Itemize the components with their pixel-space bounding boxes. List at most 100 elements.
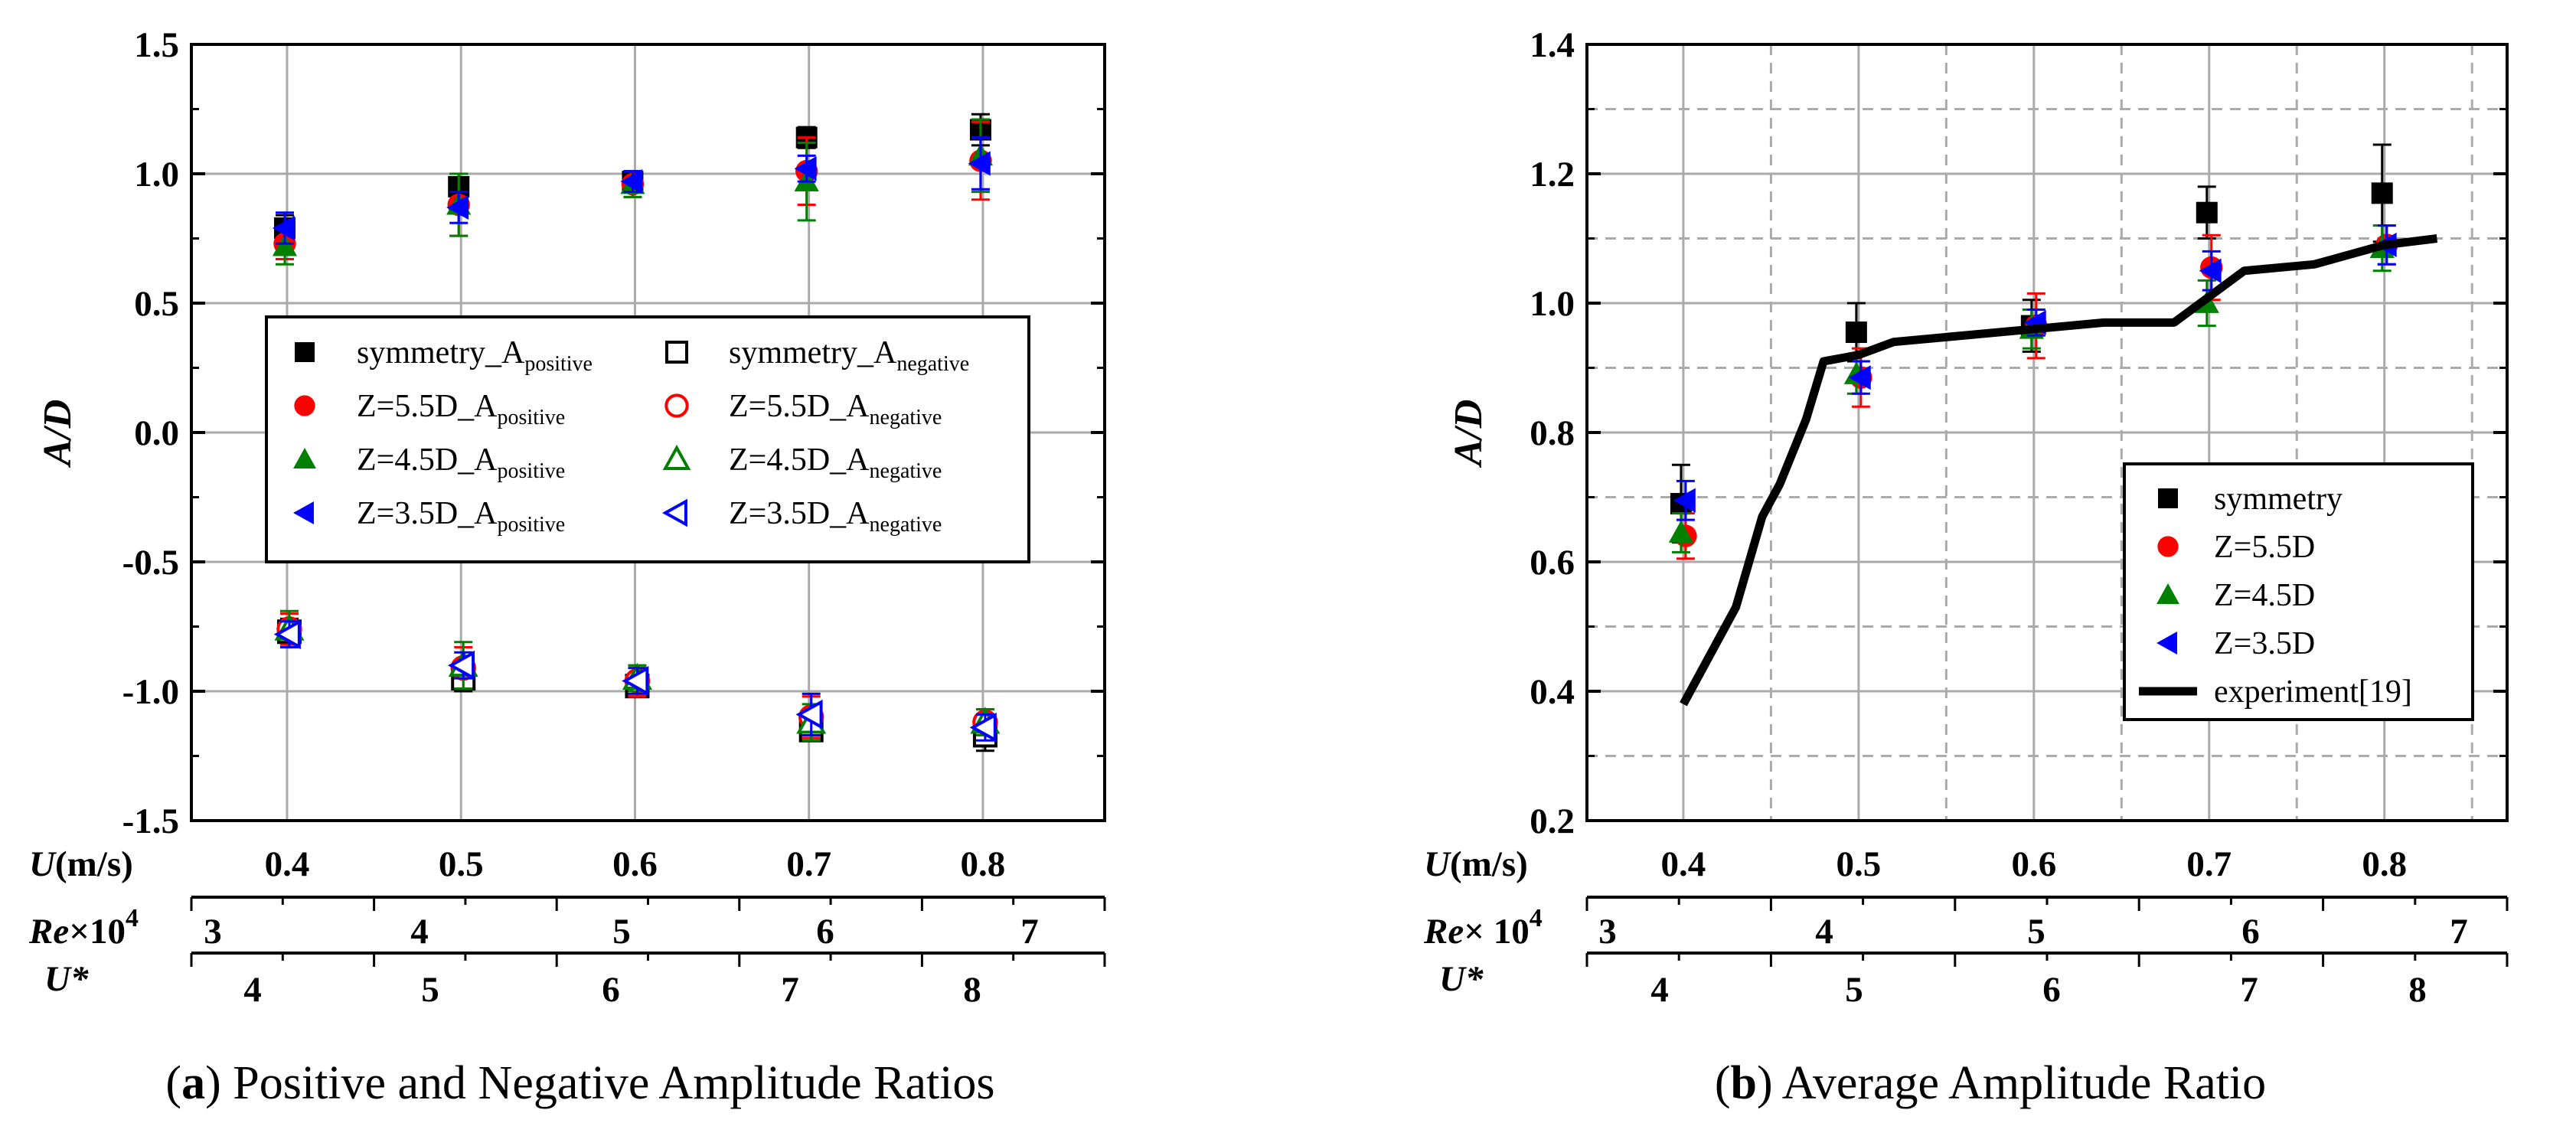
data-point xyxy=(969,712,997,743)
panel-a-chart: -1.5 -1.0 -0.5 0.0 0.5 1.0 1.5 A/D symmetry_Apos… xyxy=(28,25,1106,1010)
legend-marker xyxy=(293,448,316,468)
caption-b-text: Average Amplitude Ratio xyxy=(1782,1057,2266,1109)
u-tick-label: 0.6 xyxy=(612,844,658,884)
legend-label: Z=3.5D xyxy=(2214,626,2315,661)
re-tick-label: 4 xyxy=(410,912,429,952)
re-tick-label: 5 xyxy=(2027,912,2045,952)
y-tick-label: -1.0 xyxy=(122,672,179,712)
u-tick-label: 0.7 xyxy=(786,844,831,884)
u-tick-label: 0.8 xyxy=(2362,844,2407,884)
ustar-tick-label: 7 xyxy=(2240,970,2258,1010)
re-tick-label: 4 xyxy=(1815,912,1833,952)
ustar-tick-label: 8 xyxy=(2408,970,2427,1010)
legend-marker xyxy=(295,342,315,362)
re-axis-label: Re× 104 xyxy=(1423,904,1543,952)
caption-b-letter: b xyxy=(1730,1057,1756,1109)
data-point xyxy=(795,699,823,730)
legend-box xyxy=(2123,462,2474,721)
u-tick-label: 0.4 xyxy=(265,844,310,884)
data-points xyxy=(272,113,1001,752)
data-point xyxy=(272,233,298,256)
ustar-axis-label: U* xyxy=(44,959,89,999)
legend-marker xyxy=(661,498,687,527)
data-point xyxy=(1668,520,1694,543)
y-tick-label: 0.4 xyxy=(1530,672,1575,712)
legend-marker xyxy=(665,341,688,364)
u-axis-label: U(m/s) xyxy=(1424,844,1528,884)
legend: symmetry Z=5.5D Z=4.5D Z=3.5D experiment[19] xyxy=(2123,462,2474,721)
re-tick-label: 6 xyxy=(816,912,834,952)
data-point xyxy=(1845,322,1867,344)
re-axis-label: Re×104 xyxy=(28,904,139,952)
legend-label: Z=3.5D_Anegative xyxy=(729,496,942,537)
data-point xyxy=(1848,365,1871,390)
experiment-line xyxy=(1680,234,2438,707)
data-point xyxy=(620,169,643,194)
data-point xyxy=(968,151,991,176)
re-tick-label: 7 xyxy=(2450,912,2468,952)
y-tick-label: 1.0 xyxy=(134,155,179,194)
ustar-tick-label: 8 xyxy=(963,970,981,1010)
ustar-tick-label: 4 xyxy=(243,970,262,1010)
y-tick-label: 0.5 xyxy=(134,284,179,324)
legend-marker xyxy=(664,393,689,418)
caption-a: (a) Positive and Negative Amplitude Rati… xyxy=(165,1057,994,1109)
y-tick-label: 1.5 xyxy=(134,25,179,65)
ustar-tick-label: 6 xyxy=(2042,970,2061,1010)
re-tick-label: 7 xyxy=(1020,912,1039,952)
legend-label: Z=4.5D xyxy=(2214,578,2315,613)
legend-label: Z=5.5D_Anegative xyxy=(729,389,942,429)
legend-marker xyxy=(2158,488,2178,508)
legend-marker xyxy=(294,395,315,416)
u-tick-label: 0.8 xyxy=(961,844,1006,884)
y-tick-label: 1.0 xyxy=(1530,284,1575,324)
legend-marker xyxy=(2156,632,2177,655)
ustar-tick-label: 5 xyxy=(421,970,439,1010)
legend-label: symmetry xyxy=(2214,481,2343,517)
ustar-tick-label: 5 xyxy=(1845,970,1863,1010)
legend-label: Z=5.5D xyxy=(2214,530,2315,565)
u-tick-label: 0.6 xyxy=(2011,844,2056,884)
u-tick-label: 0.7 xyxy=(2186,844,2232,884)
legend-marker xyxy=(2156,583,2179,604)
ustar-tick-label: 7 xyxy=(781,970,799,1010)
legend-box xyxy=(265,315,1030,563)
legend-label: symmetry_Apositive xyxy=(357,335,593,376)
y-tick-label: 0.8 xyxy=(1530,413,1575,453)
re-tick-label: 3 xyxy=(204,912,222,952)
y-axis-label: A/D xyxy=(36,400,80,468)
data-points xyxy=(1668,143,2438,707)
u-tick-label: 0.5 xyxy=(1837,844,1882,884)
data-point xyxy=(2199,258,2222,283)
data-point xyxy=(622,665,649,696)
data-point xyxy=(448,650,475,681)
legend-marker xyxy=(293,501,314,524)
legend-label: symmetry_Anegative xyxy=(729,335,969,376)
y-tick-label: -0.5 xyxy=(122,543,179,583)
legend-label: Z=4.5D_Apositive xyxy=(357,442,565,483)
y-tick-label: 1.2 xyxy=(1530,155,1575,194)
caption-b: (b) Average Amplitude Ratio xyxy=(1715,1057,2266,1109)
data-point xyxy=(273,619,301,650)
re-tick-label: 5 xyxy=(612,912,631,952)
data-point xyxy=(2371,182,2393,204)
caption-a-text: Positive and Negative Amplitude Ratios xyxy=(233,1057,994,1109)
ustar-tick-label: 6 xyxy=(602,970,620,1010)
re-tick-label: 3 xyxy=(1598,912,1617,952)
y-tick-label: 0.2 xyxy=(1530,801,1575,841)
legend-label: Z=3.5D_Apositive xyxy=(357,496,565,537)
ustar-tick-label: 4 xyxy=(1650,970,1669,1010)
legend-label: Z=5.5D_Apositive xyxy=(357,389,565,429)
y-tick-label: 1.4 xyxy=(1530,25,1575,65)
y-tick-label: 0.0 xyxy=(134,413,179,453)
data-point xyxy=(446,194,469,220)
u-tick-label: 0.5 xyxy=(439,844,484,884)
y-axis-label: A/D xyxy=(1447,400,1490,468)
caption-a-letter: a xyxy=(181,1057,205,1109)
y-tick-label: 0.6 xyxy=(1530,543,1575,583)
data-point xyxy=(794,156,817,181)
re-tick-label: 6 xyxy=(2241,912,2260,952)
